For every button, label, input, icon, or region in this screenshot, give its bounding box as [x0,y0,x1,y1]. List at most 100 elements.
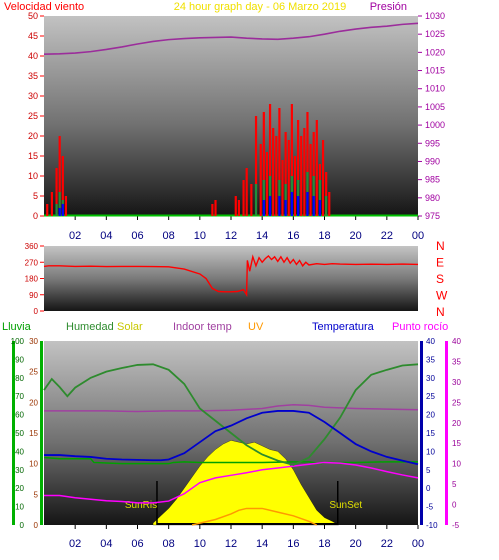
pressure-tick-label: 1015 [425,66,445,76]
wind-speed-bar [328,192,331,216]
rain-tick-label: 100 [11,337,25,346]
wind-gust-bar [262,180,265,216]
rain-tick-label: 50 [15,429,24,438]
wind-gust-bar [55,204,58,216]
temperature-tick-label: 35 [426,355,435,364]
wind-time-tick-label: 02 [69,230,81,242]
dewpoint-tick-label: -5 [452,521,460,530]
temperature-tick-label: 20 [426,411,435,420]
rain-tick-label: 90 [15,355,24,364]
pressure-tick-label: 990 [425,156,440,166]
climate-time-tick-label: 16 [287,538,299,550]
wind-avg-bar [284,200,287,216]
humidity-tick-label: 5 [34,490,39,499]
direction-tick-label: 360 [25,242,39,251]
temperature-line [44,410,419,466]
pressure-tick-label: 975 [425,211,440,221]
dewpoint-tick-label: 25 [452,398,461,407]
dewpoint-axis-bar [445,341,448,525]
wind-speed-bar [268,104,272,216]
wind-speed-tick-label: 45 [28,31,38,41]
indoor-temp-label: Indoor temp [173,321,232,333]
wind-pressure-series [43,22,419,217]
humidity-label: Humedad [66,321,114,333]
climate-time-tick-label: 00 [412,538,424,550]
rain-tick-label: 70 [15,392,24,401]
wind-speed-bar [315,120,318,216]
climate-axes: 0102030405060708090100051015202530-10-50… [11,337,462,530]
chart-title: 24 hour graph day - 06 Marzo 2019 [174,1,346,13]
wind-speed-bar [250,184,253,216]
temperature-tick-label: -5 [426,503,434,512]
wind-speed-axis: 0 5 10 15 20 25 30 35 40 45 50 [28,11,44,221]
wind-speed-bar [64,196,68,216]
direction-series [43,254,419,298]
wind-speed-bar [237,200,240,216]
wind-speed-bar [281,160,284,216]
temperature-label: Temperatura [312,321,375,333]
wind-speed-tick-label: 5 [33,191,38,201]
wind-time-tick-label: 18 [318,230,330,242]
pressure-tick-label: 1000 [425,120,445,130]
wind-speed-bar [309,144,312,216]
compass-letter: W [436,289,448,303]
climate-time-axis: 02 04 06 08 10 12 14 16 18 20 22 00 [69,525,424,550]
humidity-axis-bar [40,341,43,525]
climate-time-tick-label: 02 [69,538,81,550]
dewpoint-label: Punto rocío [392,321,448,333]
compass-letter: N [436,305,445,319]
humidity-line [43,363,419,466]
wind-avg-bar [268,196,272,216]
dewpoint-tick-label: 10 [452,460,461,469]
wind-speed-bar [265,152,269,216]
sunrise-label: SunRis [125,500,157,511]
temperature-tick-label: 40 [426,337,435,346]
temperature-tick-label: -10 [426,521,438,530]
wind-speed-bar [284,132,287,216]
humidity-tick-label: 25 [29,368,38,377]
wind-speed-bar [293,156,297,216]
wind-time-tick-label: 00 [412,230,424,242]
pressure-axis: 975 980 985 990 995 1000 1005 1010 1015 1020 1025 1… [418,11,445,221]
wind-gust-bar [325,196,328,216]
dewpoint-tick-label: 15 [452,439,461,448]
pressure-line [43,22,419,55]
direction-line [43,254,419,298]
wind-speed-tick-label: 20 [28,131,38,141]
wind-speed-bar [306,112,309,216]
rain-label: Lluvia [2,321,32,333]
compass-letter: E [436,256,444,270]
humidity-tick-label: 15 [29,429,38,438]
wind-speed-bar [245,168,248,216]
humidity-tick-label: 20 [29,398,38,407]
wind-speed-bar [55,168,58,216]
humidity-tick-label: 30 [29,337,38,346]
pressure-tick-label: 980 [425,193,440,203]
dewpoint-line [44,461,419,504]
wind-speed-tick-label: 25 [28,111,38,121]
wind-gust-bar [58,192,61,216]
temperature-tick-label: 15 [426,429,435,438]
wind-speed-bar [272,128,275,216]
wind-time-tick-label: 12 [225,230,237,242]
rain-tick-label: 0 [20,521,25,530]
wind-time-tick-label: 08 [163,230,175,242]
temperature-tick-label: 30 [426,374,435,383]
wind-speed-bar [262,112,265,216]
wind-speed-bar [58,136,61,216]
wind-speed-bar [325,172,328,216]
rain-tick-label: 40 [15,447,24,456]
uv-label: UV [248,321,264,333]
climate-time-tick-label: 10 [194,538,206,550]
wind-time-axis: 02 04 06 08 10 12 14 16 18 20 22 00 [69,216,424,242]
pressure-tick-label: 1020 [425,47,445,57]
wind-speed-bar [50,192,53,216]
wind-speed-bar [290,104,293,216]
climate-time-tick-label: 20 [350,538,362,550]
temperature-tick-label: 0 [426,484,431,493]
direction-tick-label: 180 [25,275,39,284]
climate-time-tick-label: 12 [225,538,237,550]
wind-speed-bar [61,156,64,216]
climate-time-tick-label: 08 [163,538,175,550]
temperature-axis-bar [420,341,423,525]
